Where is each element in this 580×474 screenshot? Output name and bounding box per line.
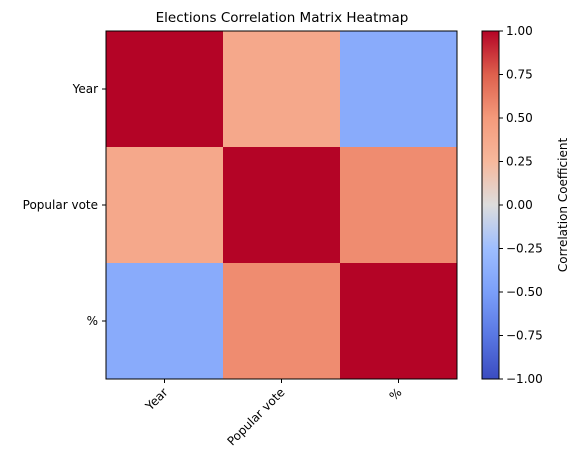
heatmap-cells <box>106 31 458 380</box>
y-tick-label: % <box>87 314 98 328</box>
heatmap-cell-0-2 <box>340 31 458 148</box>
heatmap-cell-2-0 <box>106 263 224 380</box>
colorbar-ticks: 1.00 0.75 0.50 0.25 0.00 −0.25 −0.50 −0.75 −1.00 <box>499 24 543 386</box>
colorbar-tick-label: 0.50 <box>506 111 533 125</box>
x-axis-ticks: Year Popular vote% <box>142 379 405 448</box>
colorbar-tick-label: 1.00 <box>506 24 533 38</box>
x-tick-label: % <box>387 385 405 403</box>
colorbar-tick-label: −0.75 <box>506 329 543 343</box>
heatmap-cell-2-2 <box>340 263 458 380</box>
y-axis-ticks: Year Popular vote% <box>23 82 106 328</box>
colorbar-tick-label: 0.75 <box>506 68 533 82</box>
colorbar-tick-label: −0.50 <box>506 285 543 299</box>
heatmap-cell-1-0 <box>106 147 224 264</box>
colorbar-tick-label: 0.00 <box>506 198 533 212</box>
x-tick-label: Year <box>142 385 171 414</box>
heatmap-cell-2-1 <box>223 263 341 380</box>
x-tick-label: Popular vote <box>224 385 287 448</box>
y-tick-label: Year <box>72 82 98 96</box>
colorbar-tick-label: −0.25 <box>506 242 543 256</box>
heatmap-cell-0-1 <box>223 31 341 148</box>
chart-title: Elections Correlation Matrix Heatmap <box>156 10 409 26</box>
heatmap-cell-1-1 <box>223 147 341 264</box>
y-tick-label: Popular vote <box>23 198 98 212</box>
heatmap-cell-0-0 <box>106 31 224 148</box>
colorbar <box>481 30 500 380</box>
colorbar-label: Correlation Coefficient <box>556 138 570 273</box>
heatmap-cell-1-2 <box>340 147 458 264</box>
colorbar-tick-label: 0.25 <box>506 155 533 169</box>
colorbar-tick-label: −1.00 <box>506 372 543 386</box>
